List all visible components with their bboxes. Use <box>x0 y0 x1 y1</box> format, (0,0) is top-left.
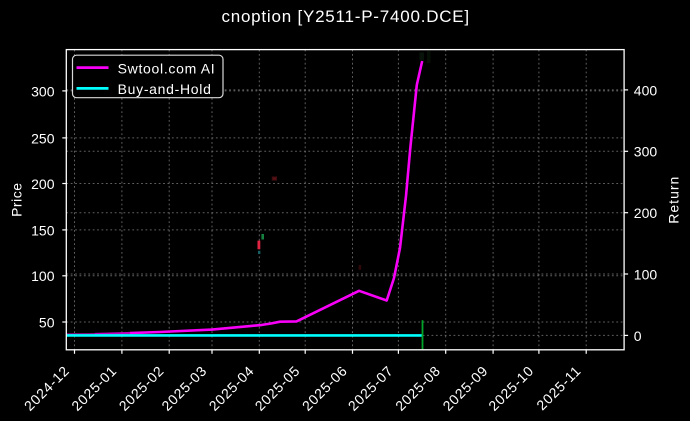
svg-text:100: 100 <box>31 268 55 284</box>
svg-text:300: 300 <box>634 144 658 160</box>
svg-text:Price: Price <box>8 182 24 216</box>
svg-text:300: 300 <box>31 83 55 99</box>
svg-text:50: 50 <box>39 314 55 330</box>
svg-text:200: 200 <box>634 205 658 221</box>
svg-text:0: 0 <box>634 328 642 344</box>
svg-text:250: 250 <box>31 130 55 146</box>
svg-text:200: 200 <box>31 176 55 192</box>
svg-text:Swtool.com AI: Swtool.com AI <box>118 60 216 76</box>
svg-text:100: 100 <box>634 266 658 282</box>
svg-text:cnoption [Y2511-P-7400.DCE]: cnoption [Y2511-P-7400.DCE] <box>221 7 470 26</box>
svg-text:150: 150 <box>31 222 55 238</box>
svg-text:Buy-and-Hold: Buy-and-Hold <box>118 81 212 97</box>
svg-text:Return: Return <box>665 176 681 224</box>
svg-text:400: 400 <box>634 82 658 98</box>
